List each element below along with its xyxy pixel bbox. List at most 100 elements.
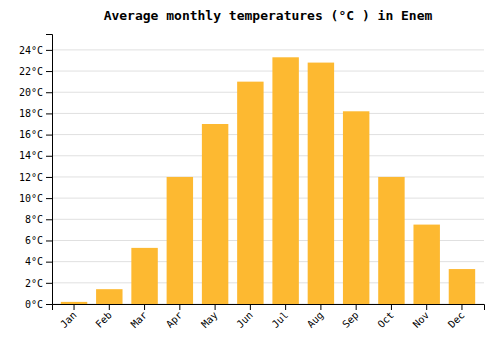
x-tick-mark <box>356 304 357 310</box>
grid-line <box>52 176 484 177</box>
bars <box>61 57 475 304</box>
y-tick: 22°C <box>19 66 52 77</box>
y-tick-mark <box>46 156 52 157</box>
y-tick-label: 24°C <box>19 45 43 56</box>
y-tick: 6°C <box>25 235 52 246</box>
bar <box>202 124 228 304</box>
x-tick: Jun <box>234 304 255 330</box>
x-tick-label: Dec <box>446 309 467 330</box>
grid-line <box>52 71 484 72</box>
x-tick-label: Jul <box>270 309 291 330</box>
bar <box>167 177 193 304</box>
x-tick-mark <box>391 304 392 310</box>
y-tick: 0°C <box>25 299 52 310</box>
grid-line <box>52 198 484 199</box>
bar <box>343 111 369 304</box>
x-tick: May <box>199 304 220 330</box>
bar <box>237 82 263 304</box>
y-tick-label: 16°C <box>19 129 43 140</box>
x-tick-label: Aug <box>305 309 326 330</box>
y-tick: 16°C <box>19 129 52 140</box>
x-tick: Jan <box>58 304 79 330</box>
grid-line <box>52 113 484 114</box>
x-tick-mark <box>74 304 75 310</box>
x-tick: Apr <box>164 304 185 330</box>
y-tick: 18°C <box>19 108 52 119</box>
plot-area: Jan Feb Mar Apr May Jun Jul Aug Sep Oct Nov Dec 0°C 2… <box>19 35 485 330</box>
y-tick-mark <box>46 113 52 114</box>
y-tick-mark <box>46 198 52 199</box>
x-tick: Jul <box>270 304 291 330</box>
chart: Jan Feb Mar Apr May Jun Jul Aug Sep Oct Nov Dec 0°C 2… <box>0 0 500 350</box>
y-tick: 8°C <box>25 214 52 225</box>
y-tick-label: 2°C <box>25 278 43 289</box>
y-tick: 10°C <box>19 193 52 204</box>
grid-line <box>52 219 484 220</box>
y-tick-label: 4°C <box>25 256 43 267</box>
bar <box>131 248 157 304</box>
bar <box>272 57 298 304</box>
grid-line <box>52 134 484 135</box>
x-tick-label: Mar <box>129 309 150 330</box>
y-tick: 12°C <box>19 172 52 183</box>
y-tick-label: 8°C <box>25 214 43 225</box>
x-tick: Mar <box>129 304 150 330</box>
y-tick-mark <box>46 283 52 284</box>
x-tick-label: Apr <box>164 309 185 330</box>
bar <box>61 302 87 304</box>
x-tick-mark <box>426 304 427 310</box>
y-axis: 0°C 2°C 4°C 6°C 8°C 10°C 12°C 14°C 16°C 18°C 20°C 2… <box>19 35 53 310</box>
y-tick-label: 12°C <box>19 172 43 183</box>
bar <box>96 289 122 304</box>
x-tick: Oct <box>375 304 396 330</box>
bar <box>308 63 334 304</box>
y-tick-label: 0°C <box>25 299 43 310</box>
y-tick: 4°C <box>25 256 52 267</box>
grid-line <box>52 155 484 156</box>
x-tick-mark <box>250 304 251 310</box>
x-tick-label: Jun <box>234 309 255 330</box>
grid-line <box>52 92 484 93</box>
y-axis-line <box>46 35 53 305</box>
x-tick: Aug <box>305 304 326 330</box>
x-tick: Nov <box>411 304 432 330</box>
bar <box>378 177 404 304</box>
x-tick-label: Nov <box>411 309 432 330</box>
y-tick: 24°C <box>19 45 52 56</box>
x-tick-label: Jan <box>58 309 79 330</box>
title: Average monthly temperatures (°C ) in En… <box>104 8 433 23</box>
y-tick-mark <box>46 92 52 93</box>
y-tick-mark <box>46 135 52 136</box>
x-tick-mark <box>320 304 321 310</box>
x-tick-label: Sep <box>340 309 361 330</box>
y-tick-label: 6°C <box>25 235 43 246</box>
x-tick-mark <box>461 304 462 310</box>
grid-line <box>52 49 484 50</box>
x-tick: Feb <box>93 304 114 330</box>
y-tick-mark <box>46 304 52 305</box>
y-tick-mark <box>46 219 52 220</box>
x-tick-mark <box>144 304 145 310</box>
x-tick: Dec <box>446 304 467 330</box>
x-tick-label: Oct <box>375 309 396 330</box>
x-tick-label: May <box>199 309 220 330</box>
y-tick: 20°C <box>19 87 52 98</box>
y-tick-mark <box>46 50 52 51</box>
y-tick-label: 18°C <box>19 108 43 119</box>
x-axis: Jan Feb Mar Apr May Jun Jul Aug Sep Oct Nov Dec <box>53 304 485 330</box>
x-tick-label: Feb <box>93 309 114 330</box>
y-tick-mark <box>46 262 52 263</box>
x-axis-line <box>53 305 485 311</box>
x-tick-mark <box>179 304 180 310</box>
x-tick-mark <box>109 304 110 310</box>
y-tick: 2°C <box>25 278 52 289</box>
y-tick-mark <box>46 240 52 241</box>
bar <box>413 225 439 304</box>
x-tick-mark <box>285 304 286 310</box>
x-tick: Sep <box>340 304 361 330</box>
y-tick-mark <box>46 71 52 72</box>
x-tick-mark <box>215 304 216 310</box>
y-tick: 14°C <box>19 150 52 161</box>
bar <box>449 269 475 304</box>
y-tick-label: 14°C <box>19 150 43 161</box>
